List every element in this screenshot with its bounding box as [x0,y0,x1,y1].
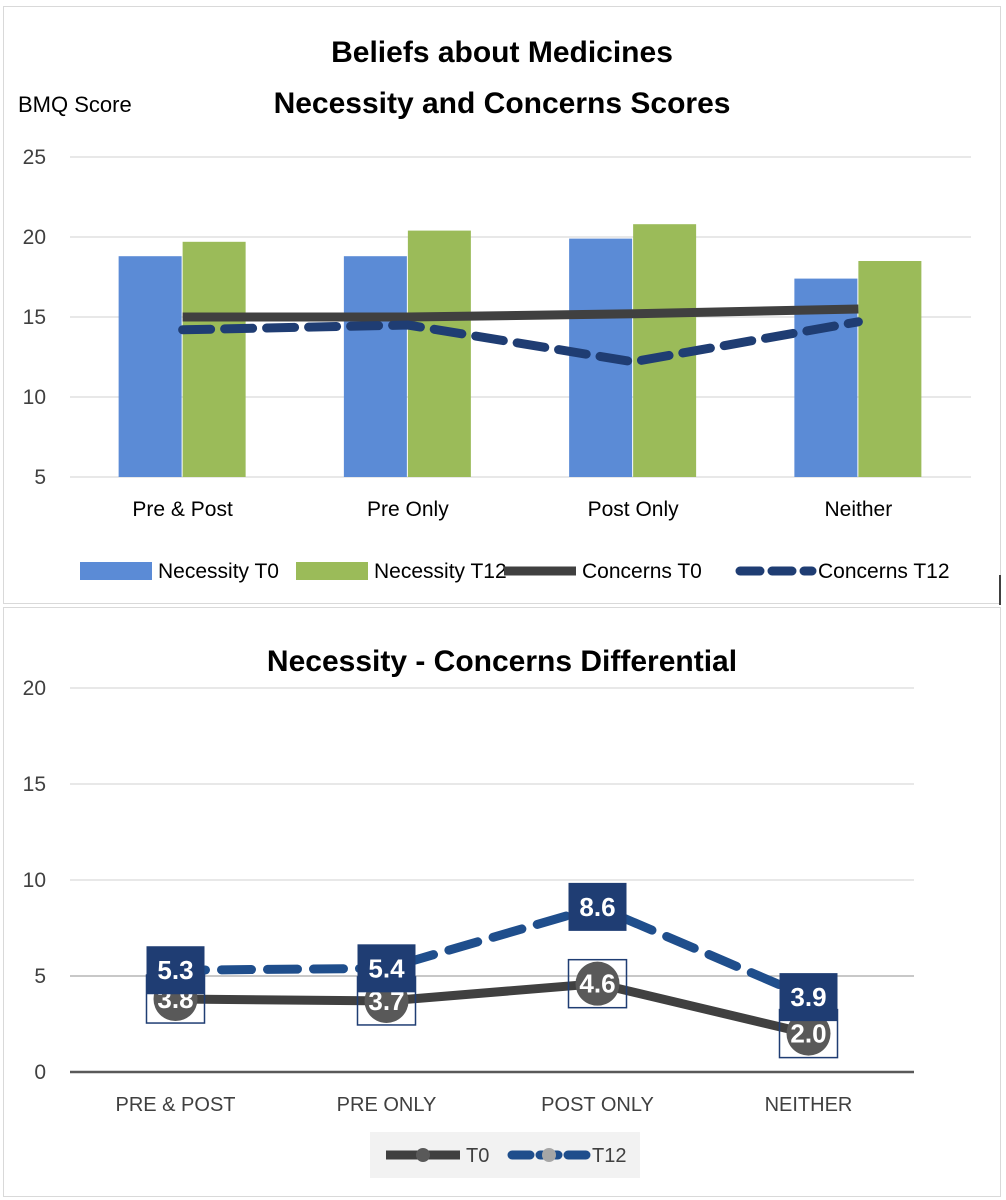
data-label-box-t12 [779,973,838,1022]
data-labels: 3.8 3.74.62.05.3 5.48.63.9 [145,882,839,1059]
line-concerns-t0 [182,304,859,322]
chart-title-line-1: Beliefs about Medicines [331,36,673,69]
y-tick-labels: 5 10 15 20 25 [23,146,46,489]
chart-title-line-2: Necessity and Concerns Scores [274,87,731,120]
legend-swatch-necessity-t12 [296,562,368,580]
chart-panel-differential: Necessity - Concerns Differential 0 5 10 15… [3,607,1001,1197]
legend-marker-t12 [542,1148,556,1162]
bar-necessity-t0-pre-only [343,256,407,477]
data-label-box-t12 [146,946,205,995]
bar-necessity-t12-pre-only [407,230,471,477]
y-tick-label: 5 [34,965,46,988]
bmq-scores-chart: Beliefs about Medicines Necessity and Co… [18,36,971,583]
x-tick-label: PRE & POST [115,1094,235,1116]
chart-title: Necessity - Concerns Differential [267,645,737,678]
x-tick-label: Neither [825,498,893,521]
data-label-t0: 2.0 [790,1019,826,1049]
data-label-t12: 8.6 [579,892,615,922]
bar-necessity-t12-neither [858,261,922,477]
x-tick-label: POST ONLY [541,1094,654,1116]
y-tick-label: 25 [23,146,46,169]
chart-panel-bmq-scores: Beliefs about Medicines Necessity and Co… [3,6,1001,604]
data-label-t12: 5.4 [368,953,405,983]
edge-mark [999,575,1001,605]
legend-label: T12 [592,1145,626,1167]
y-tick-label: 10 [23,869,46,892]
x-tick-labels: Pre & Post Pre Only Post Only Neither [132,498,892,521]
line-series [178,304,863,367]
bar-necessity-t12-pre-post [182,241,246,477]
legend-label: T0 [466,1145,489,1167]
y-tick-label: 10 [23,386,46,409]
x-tick-label: NEITHER [765,1094,853,1116]
bar-necessity-t0-pre-post [118,256,182,477]
line-series [171,902,813,1038]
y-tick-label: 20 [23,677,46,700]
x-tick-label: PRE ONLY [337,1094,437,1116]
bars [118,224,922,477]
data-label-t0: 4.6 [579,969,615,999]
y-tick-label: 20 [23,226,46,249]
legend: T0 T12 [370,1132,640,1178]
legend-label: Concerns T12 [818,560,950,583]
legend-label: Necessity T0 [158,560,279,583]
y-tick-labels: 0 5 10 15 20 [23,677,46,1084]
data-label-t12: 3.9 [790,982,826,1012]
legend-label: Necessity T12 [374,560,507,583]
marker-t0 [786,1011,831,1056]
marker-t0 [575,961,620,1006]
x-tick-labels: PRE & POST PRE ONLY POST ONLY NEITHER [115,1094,852,1116]
legend: Necessity T0 Necessity T12 Concerns T0 Conc… [80,560,950,583]
data-label-box-t12 [357,944,416,993]
legend-swatch-necessity-t0 [80,562,152,580]
line-t0 [175,979,810,1038]
data-label-box-t0 [567,958,628,1009]
differential-chart: Necessity - Concerns Differential 0 5 10 15… [23,645,914,1178]
y-tick-label: 15 [23,773,46,796]
legend-label: Concerns T0 [582,560,702,583]
y-tick-label: 0 [34,1061,46,1084]
x-tick-label: Pre & Post [132,498,233,521]
line-concerns-t12 [178,317,863,367]
x-tick-label: Pre Only [367,498,449,521]
y-tick-label: 5 [34,466,46,489]
x-tick-label: Post Only [588,498,680,521]
data-label-box-t12 [568,882,627,931]
gridlines [70,687,914,1074]
y-axis-label: BMQ Score [18,92,132,117]
line-t12 [171,902,813,1002]
data-label-t12: 5.3 [157,955,193,985]
y-tick-label: 15 [23,306,46,329]
legend-marker-t0 [416,1148,430,1162]
